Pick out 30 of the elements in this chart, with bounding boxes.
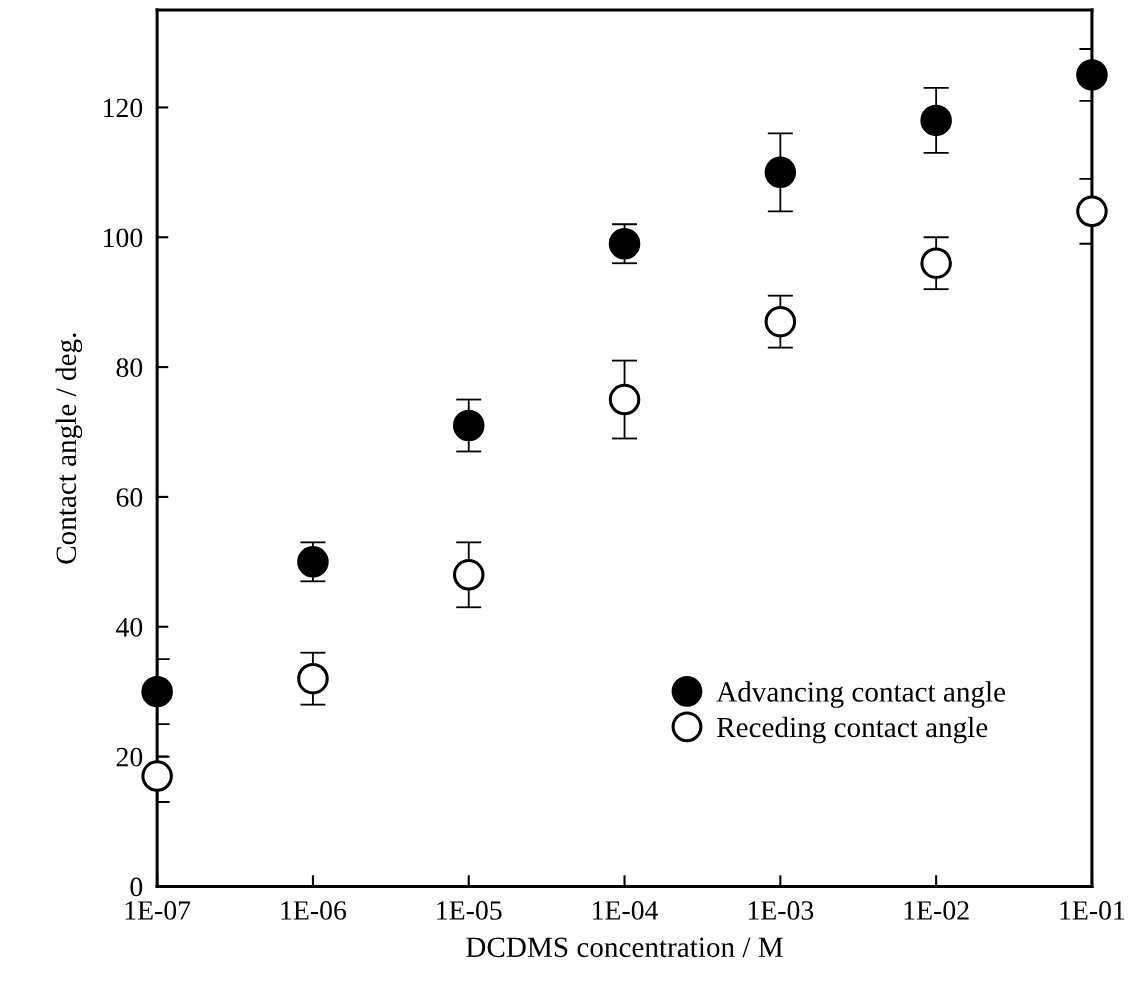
legend-label: Advancing contact angle bbox=[716, 681, 1006, 708]
point bbox=[1076, 195, 1108, 228]
y-tick-label: 40 bbox=[116, 617, 143, 637]
point bbox=[141, 675, 173, 708]
x-tick-label: 1E-06 bbox=[281, 901, 347, 920]
y-tick-label: 120 bbox=[104, 98, 143, 118]
point bbox=[920, 104, 952, 137]
y-tick-label: 60 bbox=[116, 488, 143, 507]
x-tick-label: 1E-04 bbox=[593, 901, 659, 920]
point bbox=[141, 760, 173, 792]
point bbox=[1076, 59, 1108, 91]
point bbox=[764, 156, 797, 189]
point bbox=[920, 247, 952, 279]
legend-label: Receding contact angle bbox=[716, 716, 988, 744]
y-axis-title: Contact angle / deg. bbox=[55, 333, 83, 564]
point bbox=[297, 662, 329, 695]
point bbox=[452, 409, 485, 442]
point bbox=[608, 383, 641, 416]
point bbox=[764, 305, 797, 338]
x-tick-label: 1E-07 bbox=[125, 901, 191, 920]
x-tick-label: 1E-02 bbox=[904, 901, 969, 920]
x-axis-title: DCDMS concentration / M bbox=[466, 937, 783, 958]
y-tick-label: 20 bbox=[116, 747, 143, 767]
y-tick-label: 0 bbox=[130, 877, 143, 897]
x-tick-label: 1E-05 bbox=[437, 901, 502, 920]
x-tick-label: 1E-01 bbox=[1060, 901, 1125, 920]
y-tick-label: 80 bbox=[116, 358, 143, 377]
y-tick-label: 100 bbox=[104, 228, 143, 248]
x-tick-label: 1E-03 bbox=[748, 901, 814, 920]
point bbox=[452, 559, 485, 591]
